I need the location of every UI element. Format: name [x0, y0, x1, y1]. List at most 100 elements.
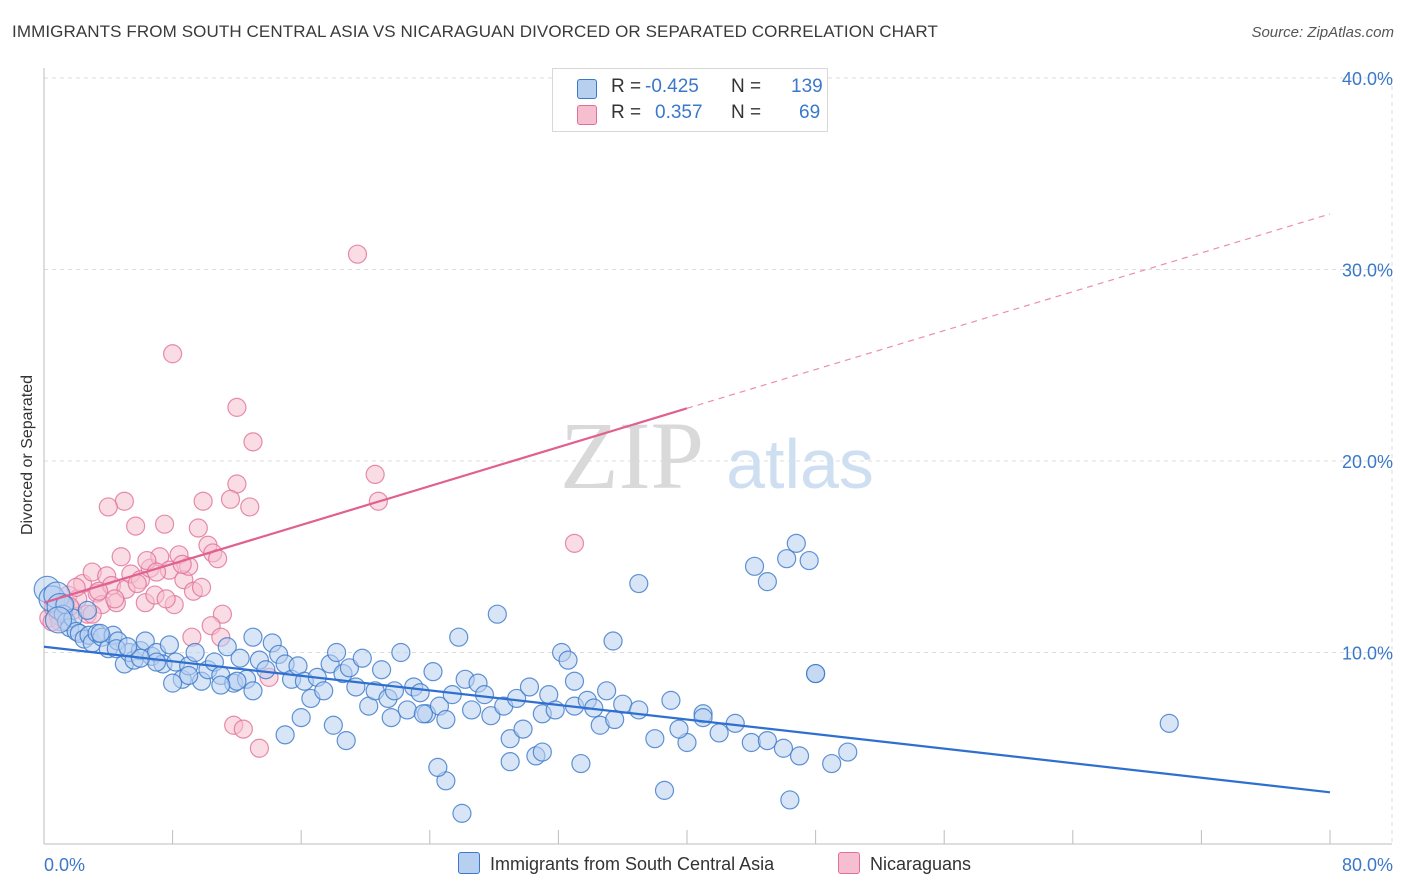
legend-n-label: N = [731, 76, 762, 97]
blue-point [90, 623, 110, 643]
blue-point [597, 681, 617, 701]
blue-point [799, 550, 819, 571]
blue-point [487, 604, 507, 624]
blue-point [1159, 713, 1179, 733]
blue-point [413, 704, 433, 724]
blue-point [230, 648, 250, 668]
legend-n-label: N = [731, 102, 762, 123]
correlation-legend: R = -0.425 N = 139 R = 0.357 N = 69 [552, 68, 828, 132]
blue-point [339, 658, 360, 678]
blue-point [838, 742, 858, 762]
legend-n-value-pink: 69 [799, 102, 821, 123]
legend-r-label: R = [611, 76, 642, 97]
blue-point [532, 742, 552, 762]
blue-point [146, 652, 167, 672]
blue-point [500, 752, 520, 772]
blue-point [741, 732, 761, 753]
blue-point [500, 729, 520, 749]
blue-point [275, 725, 295, 745]
blue-point [352, 648, 372, 668]
blue-point [436, 709, 456, 730]
pink-point [233, 719, 253, 739]
pink-point [193, 491, 213, 511]
blue-point [211, 675, 231, 695]
blue-trend-line [43, 645, 1331, 794]
blue-point [693, 708, 713, 728]
y-tick-label: 20.0% [1342, 452, 1393, 472]
pink-trend-line-extension [686, 213, 1331, 409]
blue-point [629, 700, 649, 720]
blue-point [449, 627, 469, 647]
pink-point [365, 464, 385, 485]
blue-point [571, 753, 591, 774]
x-tick-label: 80.0% [1342, 855, 1393, 875]
blue-point [243, 627, 263, 647]
tick-label-layer: 10.0% 20.0% 30.0% 40.0% 0.0% 80.0% [44, 69, 1393, 875]
pink-point [163, 344, 183, 364]
blue-point [256, 660, 276, 680]
blue-point [77, 600, 98, 620]
y-tick-label: 30.0% [1342, 261, 1393, 281]
blue-point [780, 790, 800, 810]
blue-point [314, 681, 334, 701]
legend-r-value-blue: -0.425 [645, 76, 699, 97]
axis-layer [43, 68, 1392, 845]
blue-point [163, 673, 183, 693]
pink-point [220, 489, 241, 509]
pink-point [98, 497, 118, 517]
blue-point [44, 606, 73, 634]
blue-point [605, 709, 625, 730]
pink-point [243, 432, 263, 452]
blue-point [519, 677, 540, 697]
pink-point [227, 397, 247, 417]
blue-point [777, 549, 797, 569]
blue-point [709, 723, 729, 743]
legend-swatch-blue [577, 79, 597, 99]
blue-point [789, 746, 810, 766]
pink-point [111, 547, 131, 567]
pink-point [191, 577, 212, 597]
y-axis-label: Divorced or Separated [19, 374, 36, 536]
y-tick-label: 40.0% [1342, 69, 1393, 89]
blue-point [757, 572, 777, 592]
legend-swatch-pink [577, 105, 597, 125]
bottom-legend-swatch-blue [458, 852, 480, 874]
pink-point [347, 244, 368, 264]
pink-point [126, 516, 146, 536]
blue-point [117, 637, 138, 657]
blue-point [381, 708, 401, 728]
blue-point [757, 730, 777, 751]
pink-point [114, 491, 134, 511]
x-tick-label: 0.0% [44, 855, 85, 875]
blue-point [645, 729, 665, 749]
y-tick-label: 10.0% [1342, 644, 1393, 664]
pink-point [154, 514, 175, 534]
blue-point [564, 671, 585, 691]
blue-point [323, 715, 343, 735]
watermark-zip: ZIP [560, 402, 704, 509]
pink-point [240, 497, 260, 517]
blue-point [661, 690, 681, 710]
blue-point [384, 681, 405, 701]
pink-point [212, 604, 233, 624]
blue-point [371, 660, 392, 680]
blue-point [786, 533, 806, 553]
pink-point [564, 533, 585, 553]
blue-point [805, 663, 826, 684]
blue-point [423, 662, 443, 682]
pink-point [156, 589, 176, 609]
blue-point [410, 683, 430, 703]
blue-point [159, 635, 179, 655]
blue-point [481, 706, 501, 726]
blue-point [822, 753, 842, 774]
blue-point [185, 642, 205, 663]
pink-trend-line [43, 407, 688, 604]
bottom-legend-pink: Nicaraguans [838, 852, 971, 875]
blue-point [243, 681, 263, 701]
chart-title: IMMIGRANTS FROM SOUTH CENTRAL ASIA VS NI… [12, 22, 938, 41]
watermark: ZIP atlas [560, 402, 874, 509]
blue-point [179, 665, 199, 686]
blue-point [603, 631, 623, 651]
watermark-atlas: atlas [726, 425, 874, 503]
